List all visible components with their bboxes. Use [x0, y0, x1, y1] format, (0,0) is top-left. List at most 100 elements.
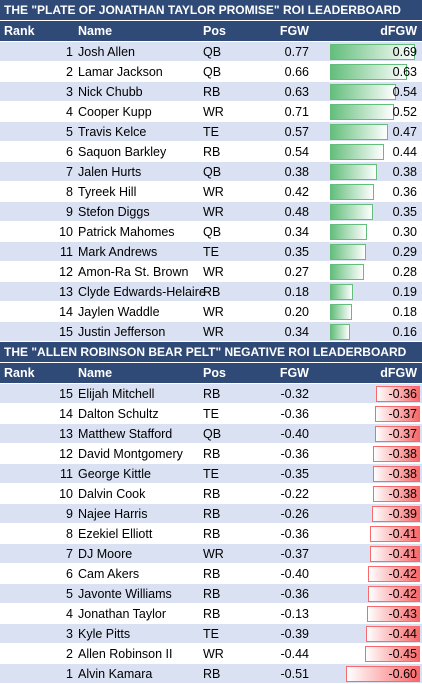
- cell-position[interactable]: WR: [203, 647, 224, 661]
- cell-fgw[interactable]: -0.22: [280, 487, 310, 501]
- cell-player-name[interactable]: Elijah Mitchell: [78, 387, 155, 401]
- cell-fgw[interactable]: -0.36: [280, 527, 310, 541]
- cell-position[interactable]: QB: [203, 427, 222, 441]
- cell-rank[interactable]: 13: [59, 285, 73, 299]
- cell-rank[interactable]: 2: [66, 647, 73, 661]
- table-row[interactable]: 7 Jalen Hurts QB 0.38 0.38: [0, 162, 422, 182]
- cell-dfgw[interactable]: 0.16: [330, 322, 420, 342]
- table-row[interactable]: 4 Cooper Kupp WR 0.71 0.52: [0, 102, 422, 122]
- cell-rank[interactable]: 3: [66, 85, 73, 99]
- cell-position[interactable]: TE: [203, 627, 219, 641]
- cell-player-name[interactable]: David Montgomery: [78, 447, 183, 461]
- cell-position[interactable]: RB: [203, 667, 221, 681]
- cell-fgw[interactable]: 0.20: [284, 305, 309, 319]
- cell-dfgw[interactable]: -0.36: [330, 384, 420, 404]
- table-row[interactable]: 15 Elijah Mitchell RB -0.32 -0.36: [0, 384, 422, 404]
- cell-position[interactable]: RB: [203, 285, 221, 299]
- column-header-name[interactable]: Name: [78, 366, 113, 380]
- cell-dfgw[interactable]: -0.39: [330, 504, 420, 524]
- cell-dfgw[interactable]: -0.41: [330, 544, 420, 564]
- cell-dfgw[interactable]: 0.44: [330, 142, 420, 162]
- cell-rank[interactable]: 8: [66, 185, 73, 199]
- cell-player-name[interactable]: Patrick Mahomes: [78, 225, 175, 239]
- cell-dfgw[interactable]: -0.38: [330, 464, 420, 484]
- column-header-dfgw-cell[interactable]: dFGW: [330, 363, 420, 383]
- cell-dfgw[interactable]: 0.63: [330, 62, 420, 82]
- cell-player-name[interactable]: Clyde Edwards-Helaire: [78, 285, 206, 299]
- column-header-dfgw-cell[interactable]: dFGW: [330, 21, 420, 41]
- cell-player-name[interactable]: Josh Allen: [78, 45, 135, 59]
- cell-player-name[interactable]: Jonathan Taylor: [78, 607, 167, 621]
- cell-fgw[interactable]: -0.39: [280, 627, 310, 641]
- cell-player-name[interactable]: Travis Kelce: [78, 125, 147, 139]
- cell-position[interactable]: RB: [203, 507, 221, 521]
- cell-position[interactable]: WR: [203, 105, 224, 119]
- cell-dfgw[interactable]: 0.19: [330, 282, 420, 302]
- cell-position[interactable]: RB: [203, 145, 221, 159]
- table-row[interactable]: 9 Najee Harris RB -0.26 -0.39: [0, 504, 422, 524]
- cell-fgw[interactable]: -0.37: [280, 547, 310, 561]
- cell-dfgw[interactable]: 0.28: [330, 262, 420, 282]
- column-header-fgw[interactable]: FGW: [279, 24, 309, 38]
- cell-fgw[interactable]: -0.51: [280, 667, 310, 681]
- cell-fgw[interactable]: 0.77: [284, 45, 309, 59]
- cell-fgw[interactable]: 0.48: [284, 205, 309, 219]
- cell-rank[interactable]: 14: [59, 305, 73, 319]
- table-row[interactable]: 5 Javonte Williams RB -0.36 -0.42: [0, 584, 422, 604]
- cell-fgw[interactable]: 0.34: [284, 225, 309, 239]
- cell-player-name[interactable]: Justin Jefferson: [78, 325, 166, 339]
- cell-rank[interactable]: 4: [66, 607, 73, 621]
- cell-player-name[interactable]: Cooper Kupp: [78, 105, 152, 119]
- cell-dfgw[interactable]: 0.36: [330, 182, 420, 202]
- cell-rank[interactable]: 7: [66, 165, 73, 179]
- table-row[interactable]: 12 Amon-Ra St. Brown WR 0.27 0.28: [0, 262, 422, 282]
- cell-rank[interactable]: 12: [59, 447, 73, 461]
- cell-rank[interactable]: 3: [66, 627, 73, 641]
- cell-player-name[interactable]: Dalvin Cook: [78, 487, 146, 501]
- cell-rank[interactable]: 5: [66, 587, 73, 601]
- cell-position[interactable]: RB: [203, 85, 221, 99]
- cell-rank[interactable]: 15: [59, 325, 73, 339]
- cell-fgw[interactable]: -0.32: [280, 387, 310, 401]
- column-header-fgw[interactable]: FGW: [279, 366, 309, 380]
- cell-player-name[interactable]: Alvin Kamara: [78, 667, 153, 681]
- cell-fgw[interactable]: 0.63: [284, 85, 309, 99]
- cell-fgw[interactable]: -0.13: [280, 607, 310, 621]
- cell-dfgw[interactable]: 0.35: [330, 202, 420, 222]
- cell-fgw[interactable]: -0.36: [280, 587, 310, 601]
- table-row[interactable]: 11 Mark Andrews TE 0.35 0.29: [0, 242, 422, 262]
- cell-position[interactable]: QB: [203, 165, 222, 179]
- column-header-rank[interactable]: Rank: [4, 24, 35, 38]
- cell-player-name[interactable]: Lamar Jackson: [78, 65, 163, 79]
- cell-position[interactable]: WR: [203, 265, 224, 279]
- cell-dfgw[interactable]: -0.42: [330, 564, 420, 584]
- cell-player-name[interactable]: Javonte Williams: [78, 587, 172, 601]
- cell-player-name[interactable]: Stefon Diggs: [78, 205, 150, 219]
- cell-fgw[interactable]: -0.40: [280, 567, 310, 581]
- cell-position[interactable]: WR: [203, 305, 224, 319]
- table-row[interactable]: 8 Ezekiel Elliott RB -0.36 -0.41: [0, 524, 422, 544]
- cell-dfgw[interactable]: -0.43: [330, 604, 420, 624]
- cell-rank[interactable]: 8: [66, 527, 73, 541]
- cell-dfgw[interactable]: -0.60: [330, 664, 420, 684]
- cell-fgw[interactable]: 0.57: [284, 125, 309, 139]
- cell-dfgw[interactable]: 0.69: [330, 42, 420, 62]
- cell-position[interactable]: RB: [203, 447, 221, 461]
- cell-dfgw[interactable]: -0.41: [330, 524, 420, 544]
- cell-dfgw[interactable]: 0.30: [330, 222, 420, 242]
- cell-rank[interactable]: 5: [66, 125, 73, 139]
- cell-rank[interactable]: 14: [59, 407, 73, 421]
- column-header-name[interactable]: Name: [78, 24, 113, 38]
- cell-player-name[interactable]: Kyle Pitts: [78, 627, 131, 641]
- cell-fgw[interactable]: 0.27: [284, 265, 309, 279]
- cell-dfgw[interactable]: -0.37: [330, 404, 420, 424]
- cell-rank[interactable]: 9: [66, 205, 73, 219]
- cell-rank[interactable]: 2: [66, 65, 73, 79]
- cell-position[interactable]: QB: [203, 45, 222, 59]
- cell-player-name[interactable]: Amon-Ra St. Brown: [78, 265, 189, 279]
- cell-dfgw[interactable]: 0.47: [330, 122, 420, 142]
- cell-fgw[interactable]: 0.42: [284, 185, 309, 199]
- cell-player-name[interactable]: Ezekiel Elliott: [78, 527, 153, 541]
- table-row[interactable]: 2 Lamar Jackson QB 0.66 0.63: [0, 62, 422, 82]
- table-row[interactable]: 12 David Montgomery RB -0.36 -0.38: [0, 444, 422, 464]
